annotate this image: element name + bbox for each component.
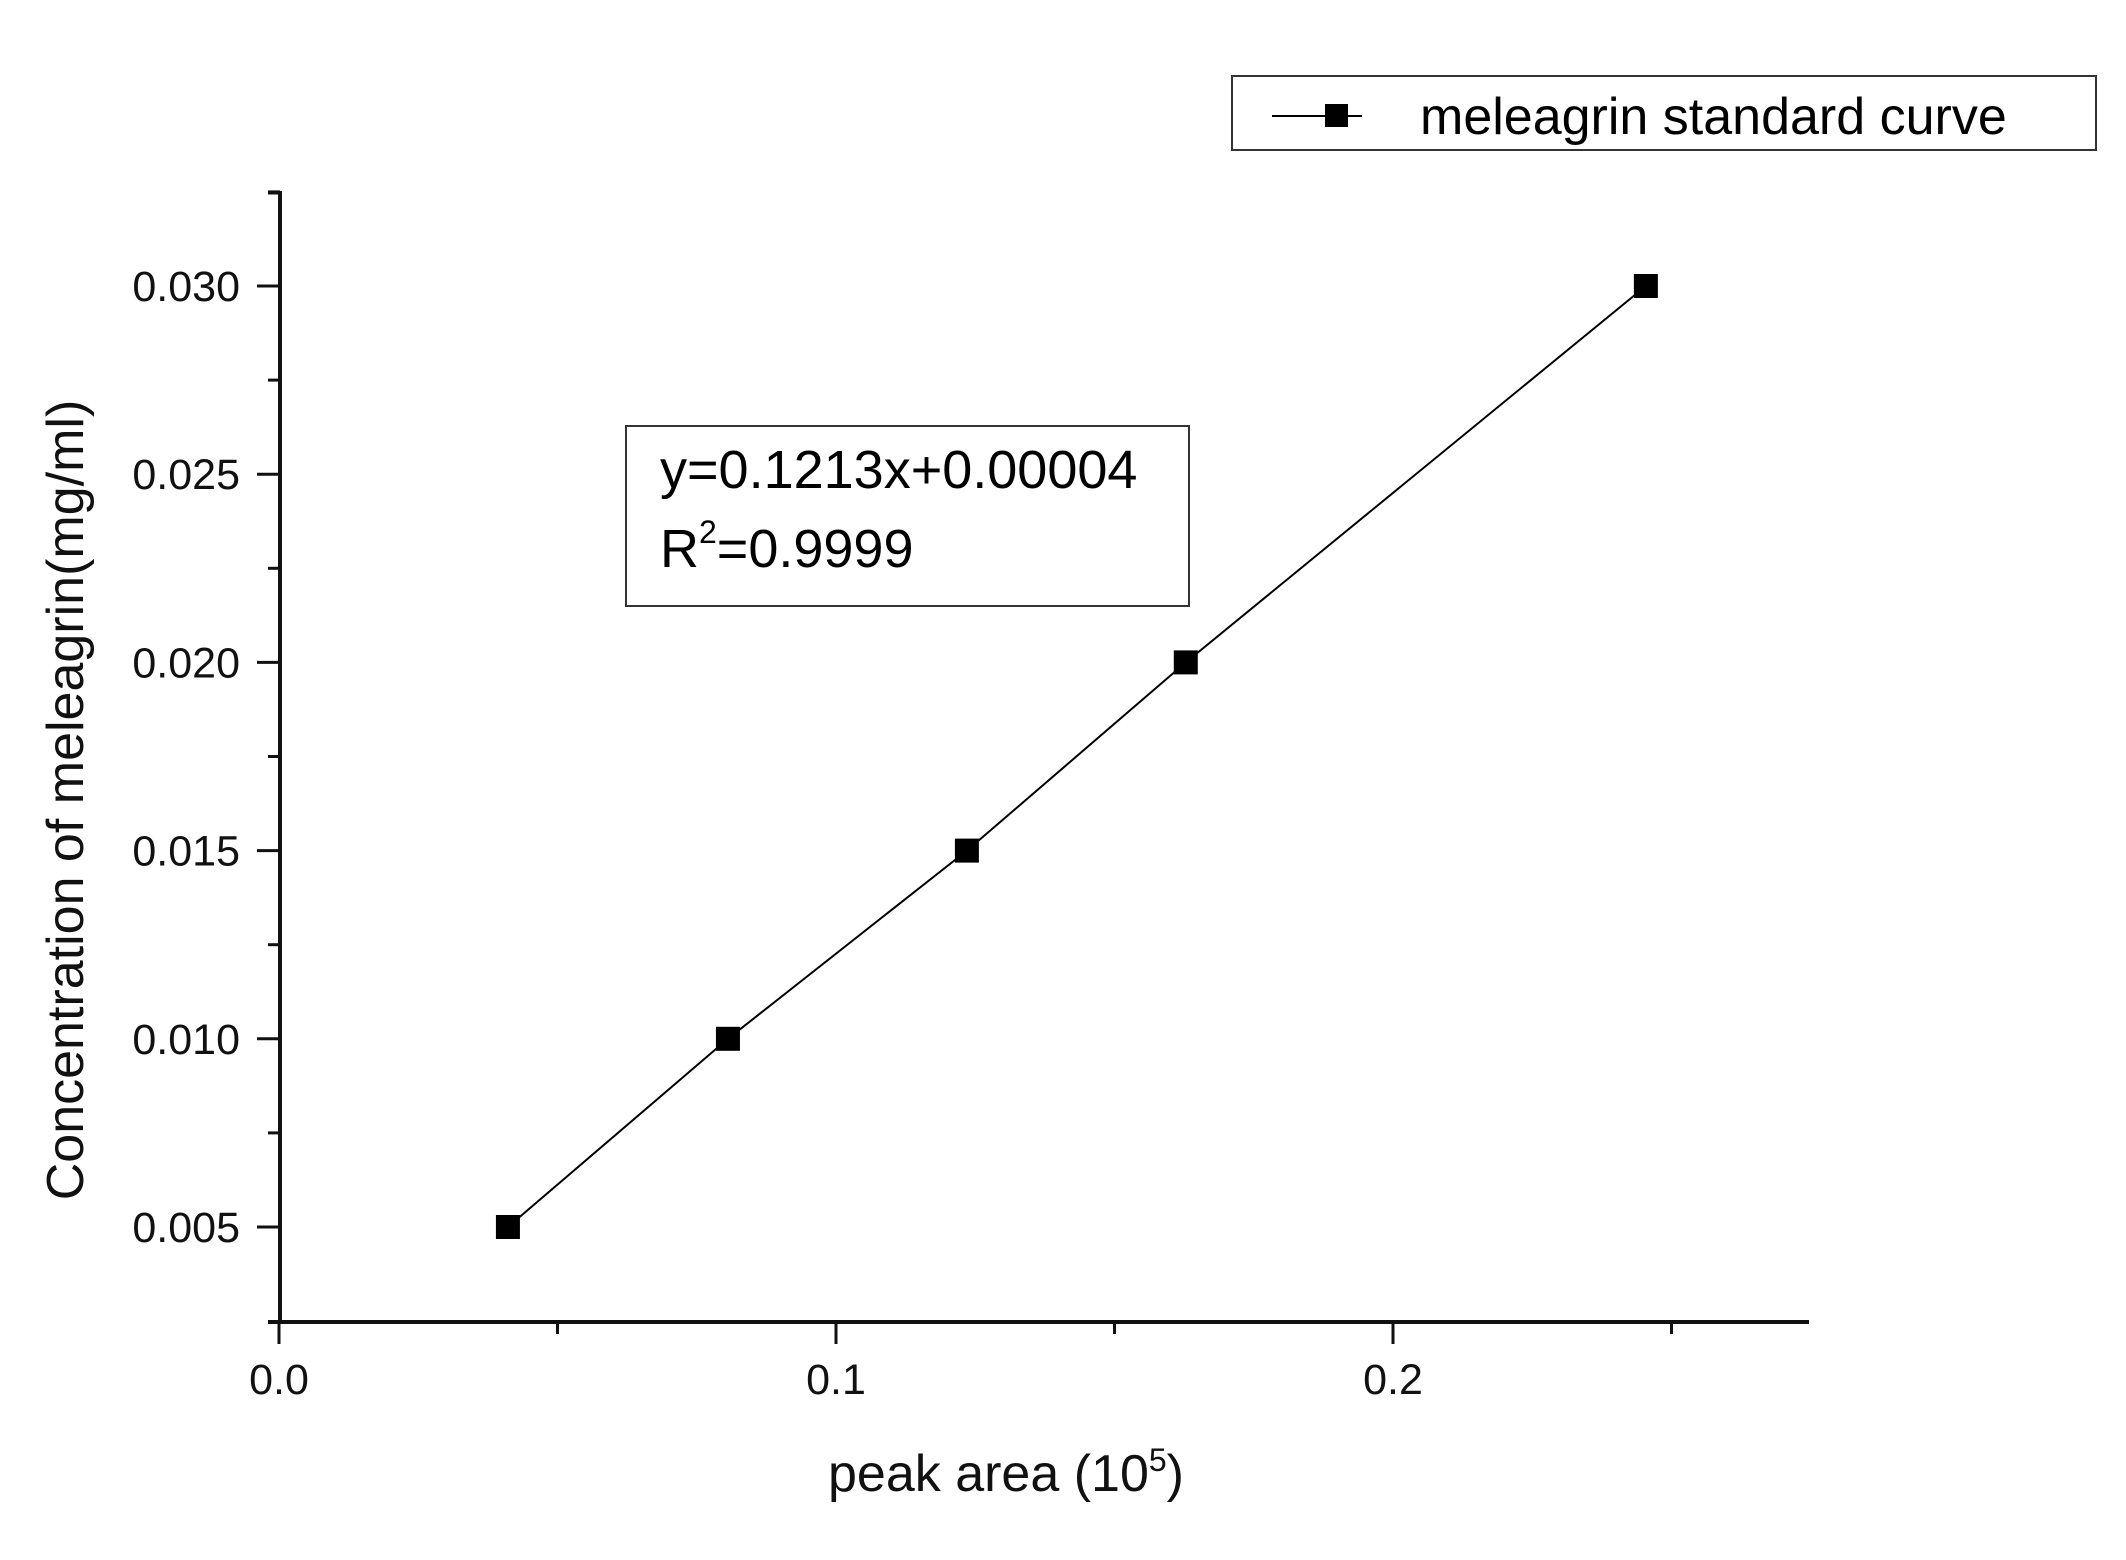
data-point-square-marker bbox=[495, 1215, 520, 1239]
legend-box bbox=[1231, 75, 2097, 151]
y-tick-label: 0.020 bbox=[132, 639, 240, 687]
data-point-square-marker bbox=[715, 1026, 740, 1051]
series-meleagrin-standard-curve bbox=[495, 274, 1658, 1239]
x-tick-label: 0.1 bbox=[806, 1356, 866, 1404]
axes: 0.005 0.010 0.015 0.020 0.025 0.030 0.0 0.1 0.2 bbox=[132, 190, 1809, 1404]
legend-square-marker-icon bbox=[1325, 104, 1348, 127]
equation-annotation: y=0.1213x+0.00004 R2=0.9999 bbox=[625, 425, 1190, 607]
x-tick-label: 0.0 bbox=[249, 1356, 309, 1404]
equation-box bbox=[625, 425, 1190, 607]
data-point-square-marker bbox=[1633, 274, 1658, 298]
x-axis-title: peak area (105) bbox=[828, 1442, 1184, 1503]
y-tick-label: 0.030 bbox=[132, 263, 240, 311]
y-tick-label: 0.015 bbox=[132, 828, 240, 876]
y-ticks: 0.005 0.010 0.015 0.020 0.025 0.030 bbox=[132, 190, 280, 1252]
data-point-square-marker bbox=[1173, 650, 1198, 675]
y-tick-label: 0.025 bbox=[132, 451, 240, 499]
y-tick-label: 0.010 bbox=[132, 1016, 240, 1064]
r-squared: R2=0.9999 bbox=[660, 514, 914, 579]
legend-label: meleagrin standard curve bbox=[1420, 88, 2007, 146]
y-axis-title: Concentration of meleagrin(mg/ml) bbox=[37, 400, 95, 1201]
fit-equation: y=0.1213x+0.00004 bbox=[660, 440, 1137, 500]
legend: meleagrin standard curve bbox=[1231, 75, 2097, 151]
y-tick-label: 0.005 bbox=[132, 1204, 240, 1252]
x-ticks: 0.0 0.1 0.2 bbox=[249, 1322, 1673, 1404]
data-point-square-marker bbox=[954, 838, 979, 863]
x-tick-label: 0.2 bbox=[1363, 1356, 1423, 1404]
